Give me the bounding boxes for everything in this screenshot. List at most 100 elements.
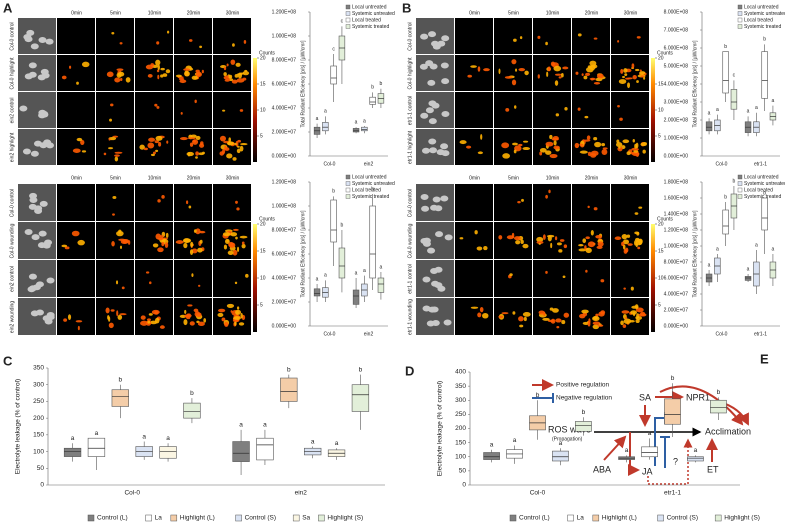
signal: [63, 318, 68, 322]
signal: [621, 233, 628, 240]
signal: [108, 316, 111, 322]
signal: [224, 238, 230, 244]
signal: [108, 322, 114, 329]
signal: [631, 151, 640, 157]
box: [256, 437, 274, 461]
column-header: 0min: [71, 10, 82, 16]
fluorescence-image: [572, 260, 610, 297]
signal: [477, 312, 482, 318]
signal: [539, 151, 543, 156]
legend-label: Local treated: [744, 17, 773, 23]
signal: [546, 71, 549, 77]
fluorescence-image: [572, 18, 610, 54]
row-label: ein2 highlight: [9, 132, 15, 162]
y-tick-label: 1.000E+08: [272, 203, 297, 209]
box: [232, 441, 250, 462]
signal: [620, 320, 624, 326]
box: [722, 51, 729, 94]
signal: [61, 75, 67, 80]
signal: [223, 72, 227, 77]
brightfield-image: [18, 55, 56, 91]
signal: [594, 141, 602, 148]
arrow: [659, 385, 744, 426]
signal: [549, 134, 553, 140]
significance-letter: a: [324, 273, 327, 279]
signal: [195, 151, 199, 156]
signal: [81, 150, 87, 153]
node: NPR1: [686, 392, 710, 402]
colorbar-title: Counts: [657, 216, 673, 222]
y-tick-label: 1.000E+08: [664, 243, 689, 249]
fluorescence-image: [174, 55, 212, 91]
signal: [180, 111, 183, 115]
signal: [623, 68, 628, 73]
signal: [549, 153, 558, 159]
row-label: ein2 control: [9, 266, 15, 292]
signal: [193, 229, 197, 233]
fluorescence-image: [213, 184, 251, 221]
fluorescence-image: [174, 92, 212, 128]
legend-swatch: [170, 514, 178, 522]
signal: [156, 41, 160, 45]
row-label: Col-0 wounding: [9, 223, 15, 258]
signal: [589, 64, 596, 71]
signal: [634, 143, 638, 149]
y-tick-label: 250: [455, 411, 466, 418]
signal: [545, 41, 548, 46]
y-tick-label: 8.000E+07: [664, 259, 689, 265]
signal: [187, 304, 193, 307]
signal: [512, 142, 518, 146]
signal: [139, 144, 145, 150]
leaf: [46, 277, 55, 284]
signal: [636, 231, 640, 236]
significance-letter: a: [71, 435, 75, 442]
column-header: 20min: [585, 175, 599, 181]
node: ABA: [593, 464, 611, 474]
y-tick-label: 250: [33, 398, 44, 405]
signal: [501, 312, 509, 315]
box: [183, 402, 201, 419]
leaf: [30, 310, 39, 317]
legend-label: Systemic untreated: [744, 11, 785, 17]
legend-swatch: [235, 514, 242, 522]
colorbar-tick-label: 5: [260, 133, 263, 139]
signal: [589, 60, 597, 66]
signal: [148, 137, 156, 142]
signal: [110, 103, 114, 107]
colorbar-tick-label: 20: [658, 221, 664, 227]
signal: [114, 156, 119, 162]
leaf: [431, 102, 440, 109]
signal: [536, 236, 544, 243]
signal: [518, 316, 524, 322]
y-axis-label: Total Radiant Efficiency [p/s] / [µW/cm²…: [692, 40, 698, 128]
signal: [589, 77, 596, 81]
signal: [564, 107, 568, 111]
box: [313, 288, 321, 297]
signal: [189, 142, 194, 147]
column-header: 0min: [469, 10, 480, 16]
box: [710, 399, 727, 414]
signal: [217, 312, 224, 318]
signal: [550, 61, 556, 67]
y-tick-label: 0: [40, 482, 44, 489]
signal: [593, 207, 598, 211]
significance-letter: a: [772, 98, 775, 104]
y-tick-label: 8.000E+08: [664, 9, 689, 15]
fluorescence-image: [572, 298, 610, 335]
box: [369, 205, 376, 279]
signal: [459, 140, 467, 145]
colorbar-tick-label: 15: [260, 81, 266, 87]
leaf: [45, 38, 54, 45]
signal: [158, 141, 162, 147]
signal: [550, 318, 556, 324]
leaf: [428, 118, 437, 125]
signal: [517, 200, 521, 204]
signal: [183, 242, 188, 249]
signal: [240, 143, 248, 146]
column-header: 20min: [187, 10, 201, 16]
signal: [537, 35, 541, 39]
signal: [121, 286, 125, 290]
leaf: [429, 63, 438, 70]
signal: [241, 241, 245, 245]
legend-label: Control (S): [245, 515, 276, 522]
